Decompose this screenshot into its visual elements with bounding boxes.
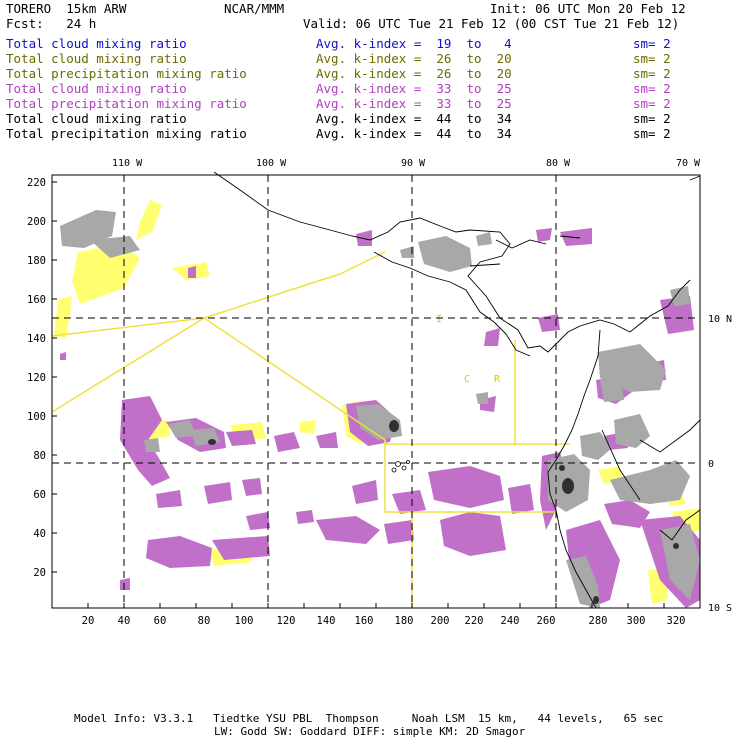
field-row-index: Avg. k-index = 26 to 20 <box>316 66 512 81</box>
galapagos-islands <box>391 460 410 473</box>
heavy-cloud-cores <box>208 420 679 604</box>
x-tick-label: 200 <box>431 615 450 627</box>
x-tick-label: 160 <box>355 615 374 627</box>
field-row-sm: sm= 2 <box>633 51 671 66</box>
y-tick-label: 80 <box>33 450 46 462</box>
field-row-index: Avg. k-index = 33 to 25 <box>316 96 512 111</box>
x-tick-label: 180 <box>395 615 414 627</box>
field-row-sm: sm= 2 <box>633 111 671 126</box>
x-tick-label: 100 <box>235 615 254 627</box>
y-tick-label: 180 <box>27 255 46 267</box>
x-tick-label: 120 <box>277 615 296 627</box>
lat-label: 0 <box>708 459 714 470</box>
field-row-name: Total precipitation mixing ratio <box>6 126 247 141</box>
region-label: R <box>494 374 501 385</box>
y-tick-label: 100 <box>27 411 46 423</box>
region-label: I <box>436 314 442 325</box>
region-label: C <box>464 374 470 385</box>
lat-label: 10 S <box>708 603 732 614</box>
field-row-index: Avg. k-index = 44 to 34 <box>316 126 512 141</box>
x-tick-label: 20 <box>82 615 95 627</box>
lon-label: 110 W <box>112 158 143 169</box>
field-row-index: Avg. k-index = 19 to 4 <box>316 36 512 51</box>
field-row-name: Total cloud mixing ratio <box>6 81 187 96</box>
field-row-sm: sm= 2 <box>633 81 671 96</box>
field-row-sm: sm= 2 <box>633 126 671 141</box>
field-row-name: Total precipitation mixing ratio <box>6 96 247 111</box>
field-row-sm: sm= 2 <box>633 96 671 111</box>
x-tick-label: 300 <box>627 615 646 627</box>
x-tick-label: 60 <box>154 615 167 627</box>
field-row-name: Total cloud mixing ratio <box>6 36 187 51</box>
init-time: Init: 06 UTC Mon 20 Feb 12 <box>490 1 686 16</box>
y-tick-label: 140 <box>27 333 46 345</box>
field-row-index: Avg. k-index = 44 to 34 <box>316 111 512 126</box>
field-row-index: Avg. k-index = 33 to 25 <box>316 81 512 96</box>
valid-time: Valid: 06 UTC Tue 21 Feb 12 (00 CST Tue … <box>303 16 680 31</box>
center-label: NCAR/MMM <box>224 1 285 16</box>
lon-label: 70 W <box>676 158 701 169</box>
field-row-sm: sm= 2 <box>633 36 671 51</box>
x-tick-label: 40 <box>118 615 131 627</box>
y-tick-label: 120 <box>27 372 46 384</box>
x-tick-label: 220 <box>465 615 484 627</box>
y-tick-label: 60 <box>33 489 46 501</box>
forecast-hour: Fcst: 24 h <box>6 16 97 31</box>
region-boundary-lines <box>51 251 570 608</box>
field-row-name: Total cloud mixing ratio <box>6 111 187 126</box>
y-tick-label: 40 <box>33 528 46 540</box>
field-row-index: Avg. k-index = 26 to 20 <box>316 51 512 66</box>
lat-label: 10 N <box>708 314 732 325</box>
x-tick-label: 260 <box>537 615 556 627</box>
x-tick-label: 280 <box>589 615 608 627</box>
x-tick-label: 320 <box>667 615 686 627</box>
x-tick-label: 140 <box>317 615 336 627</box>
coastlines <box>213 171 701 609</box>
y-tick-label: 220 <box>27 177 46 189</box>
field-row-sm: sm= 2 <box>633 66 671 81</box>
lon-label: 100 W <box>256 158 287 169</box>
field-row-name: Total precipitation mixing ratio <box>6 66 247 81</box>
x-tick-label: 240 <box>501 615 520 627</box>
graticule <box>52 175 700 608</box>
x-tick-label: 80 <box>198 615 211 627</box>
lon-label: 90 W <box>401 158 426 169</box>
y-tick-label: 160 <box>27 294 46 306</box>
gray-cloud-areas <box>60 210 700 608</box>
field-row-name: Total cloud mixing ratio <box>6 51 187 66</box>
model-physics-line: LW: Godd SW: Goddard DIFF: simple KM: 2D… <box>214 725 526 738</box>
y-tick-label: 200 <box>27 216 46 228</box>
model-info-line: Model Info: V3.3.1 Tiedtke YSU PBL Thomp… <box>74 712 664 725</box>
y-tick-label: 20 <box>33 567 46 579</box>
lon-label: 80 W <box>546 158 571 169</box>
model-title: TORERO 15km ARW <box>6 1 127 16</box>
